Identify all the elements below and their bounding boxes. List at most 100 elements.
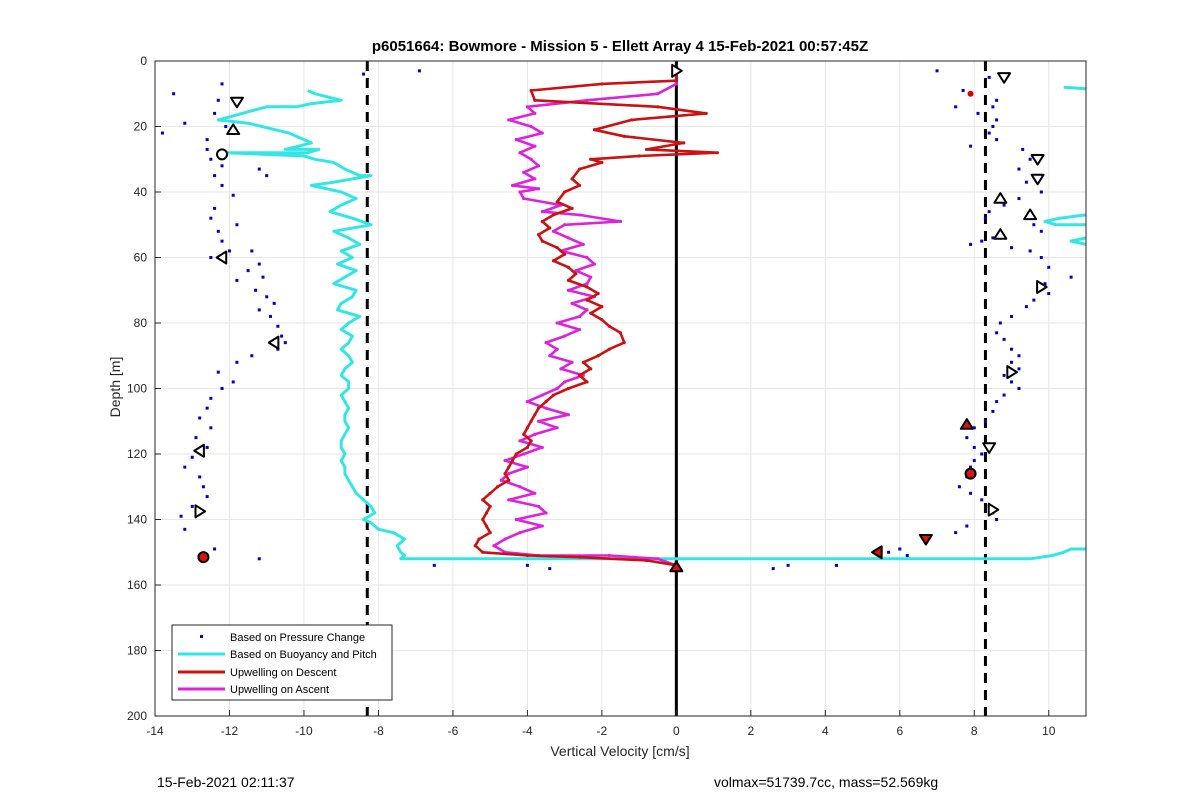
y-tick-label: 100 — [127, 382, 147, 396]
ascent-point — [503, 458, 507, 463]
descent-point — [682, 141, 686, 145]
pressure-point — [995, 518, 999, 521]
pressure-point — [183, 527, 187, 531]
ascent-point — [525, 400, 530, 404]
pressure-point — [235, 278, 239, 282]
pressure-point — [213, 174, 217, 178]
descent-point — [577, 183, 582, 188]
descent-point — [600, 318, 604, 322]
descent-point — [589, 367, 593, 371]
pressure-point — [220, 239, 224, 243]
descent-point — [536, 406, 541, 410]
ascent-point — [674, 82, 678, 86]
ascent-point — [540, 393, 544, 397]
pressure-point — [213, 111, 217, 115]
triangle-up-marker — [669, 560, 684, 573]
pressure-point — [272, 301, 276, 305]
pressure-point — [268, 314, 272, 318]
ascent-point — [607, 553, 611, 558]
ascent-point — [544, 406, 548, 410]
descent-point — [533, 413, 537, 417]
footer-summary: volmax=51739.7cc, mass=52.569kg — [714, 774, 939, 790]
pressure-point — [205, 147, 209, 151]
pressure-point — [987, 75, 991, 79]
triangle-left-marker — [267, 335, 280, 350]
ascent-point — [536, 187, 541, 191]
pressure-point — [954, 531, 958, 535]
y-tick-label: 140 — [127, 513, 147, 527]
descent-point — [510, 458, 515, 463]
x-tick-label: 8 — [971, 724, 978, 738]
x-tick-label: 2 — [747, 724, 754, 738]
legend-label-buoyancy: Based on Buoyancy and Pitch — [230, 649, 377, 661]
pressure-point — [1010, 314, 1014, 318]
ascent-point — [559, 367, 563, 371]
ascent-point — [589, 275, 593, 279]
triangle-down-marker — [1030, 154, 1045, 166]
pressure-point — [1002, 373, 1006, 377]
pressure-point — [972, 426, 976, 430]
pressure-point — [961, 88, 965, 92]
pressure-point — [980, 239, 984, 243]
y-tick-label: 0 — [140, 54, 147, 68]
pressure-point — [1032, 298, 1036, 302]
pressure-point — [969, 242, 973, 246]
buoyancy-pitch-line — [1043, 213, 1087, 227]
triangle-right-marker — [987, 502, 1000, 517]
descent-point — [529, 419, 533, 423]
pressure-point — [283, 341, 287, 345]
pressure-point — [1017, 197, 1021, 201]
ascent-point — [518, 531, 522, 535]
ascent-point — [518, 190, 522, 194]
descent-point — [600, 82, 604, 86]
x-tick-label: 4 — [822, 724, 829, 738]
pressure-point — [980, 452, 984, 456]
pressure-point — [231, 193, 235, 197]
x-tick-label: -8 — [373, 724, 384, 738]
triangle-left-marker — [215, 250, 228, 265]
triangle-right-marker — [671, 63, 683, 78]
pressure-point — [987, 131, 991, 135]
descent-point — [481, 498, 485, 502]
ascent-point — [536, 419, 541, 423]
ascent-point — [566, 288, 570, 292]
pressure-point — [190, 504, 194, 508]
ascent-point — [536, 504, 541, 508]
y-tick-label: 40 — [134, 185, 148, 199]
y-tick-label: 200 — [127, 709, 147, 723]
pressure-point — [965, 436, 969, 440]
pressure-point — [972, 445, 976, 449]
ascent-point — [525, 465, 530, 469]
descent-point — [570, 206, 574, 210]
footer-timestamp: 15-Feb-2021 02:11:37 — [157, 774, 295, 790]
pressure-point — [265, 295, 269, 299]
descent-point — [589, 157, 593, 161]
pressure-point — [1039, 229, 1043, 233]
triangle-down-marker — [1030, 173, 1045, 186]
pressure-point — [972, 459, 976, 463]
descent-point — [522, 432, 526, 436]
ascent-point — [574, 269, 578, 273]
pressure-point — [213, 547, 217, 551]
x-tick-label: -12 — [221, 724, 239, 738]
pressure-point — [1039, 190, 1043, 194]
pressure-point — [257, 308, 261, 312]
pressure-point — [998, 321, 1002, 325]
pressure-point — [995, 138, 999, 142]
descent-point — [507, 478, 511, 482]
descent-point — [607, 347, 611, 351]
descent-point — [674, 79, 678, 83]
descent-point — [607, 324, 611, 328]
ascent-point — [507, 118, 511, 122]
pressure-point — [254, 288, 258, 292]
descent-point — [488, 491, 492, 495]
ascent-point — [563, 223, 567, 227]
reference-lines — [365, 61, 987, 716]
pressure-point — [216, 98, 220, 102]
ascent-point — [555, 426, 559, 430]
pressure-point — [265, 174, 269, 178]
buoyancy-pitch-line — [1069, 236, 1087, 246]
circle-marker — [197, 551, 210, 564]
series-layer — [160, 69, 1087, 571]
pressure-point — [991, 409, 995, 413]
